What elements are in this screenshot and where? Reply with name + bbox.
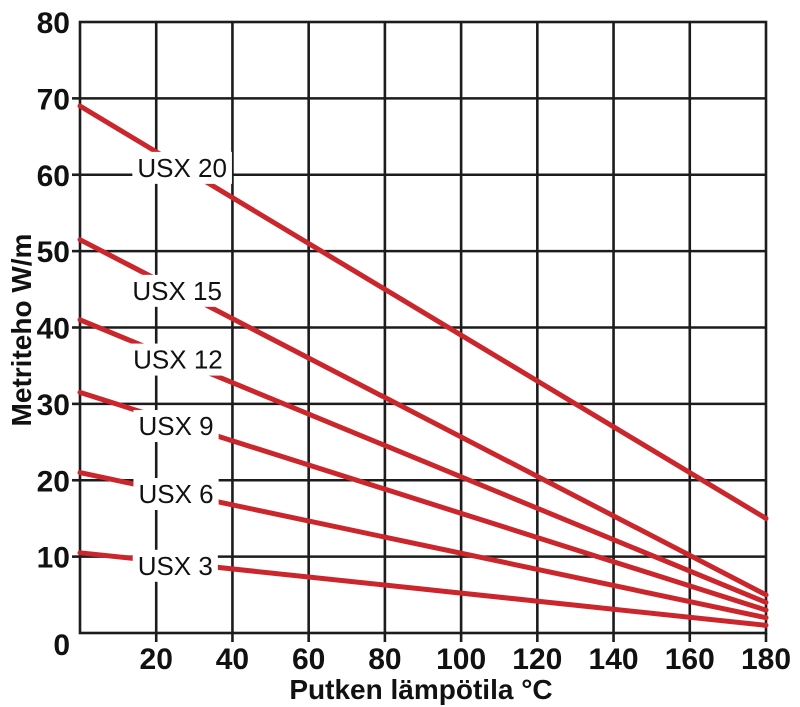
series-label-usx-15: USX 15 — [132, 276, 222, 306]
x-tick-label: 160 — [665, 643, 715, 676]
y-tick-label: 30 — [37, 389, 70, 422]
series-label-background — [133, 477, 219, 510]
series-label-background — [132, 151, 232, 184]
x-tick-label: 40 — [216, 643, 249, 676]
y-tick-label: 70 — [37, 83, 70, 116]
series-label-usx-3: USX 3 — [138, 551, 213, 581]
x-tick-label: 140 — [589, 643, 639, 676]
y-tick-label: 80 — [37, 7, 70, 40]
series-label-layer: USX 20 USX 15 USX 12 USX 9 USX 6 USX 3 — [127, 151, 232, 582]
series-label-background — [127, 274, 227, 307]
x-axis-title: Putken lämpötila °C — [289, 674, 552, 705]
series-label-background — [133, 410, 219, 443]
series-label-usx-6: USX 6 — [138, 479, 213, 509]
y-tick-label: 60 — [37, 160, 70, 193]
x-tick-label: 100 — [436, 643, 486, 676]
y-tick-label: 10 — [37, 542, 70, 575]
x-tick-label: 80 — [368, 643, 401, 676]
y-axis-title: Metriteho W/m — [6, 234, 37, 427]
x-tick-label: 60 — [292, 643, 325, 676]
y-tick-label: 40 — [37, 313, 70, 346]
y-tick-label: 50 — [37, 236, 70, 269]
y-tick-label: 0 — [53, 629, 70, 662]
series-label-background — [132, 549, 218, 582]
y-tick-label: 20 — [37, 465, 70, 498]
series-label-usx-9: USX 9 — [138, 411, 213, 441]
series-label-background — [128, 343, 228, 376]
series-label-usx-12: USX 12 — [133, 345, 223, 375]
x-tick-label: 180 — [741, 643, 791, 676]
x-tick-label: 120 — [512, 643, 562, 676]
series-label-usx-20: USX 20 — [137, 153, 227, 183]
grid-layer — [78, 20, 768, 635]
axis-tick-layer: 20 40 60 80 100 120 140 160 180 0 10 20 30 40 50 60 70 80 — [37, 7, 791, 676]
x-tick-label: 20 — [140, 643, 173, 676]
